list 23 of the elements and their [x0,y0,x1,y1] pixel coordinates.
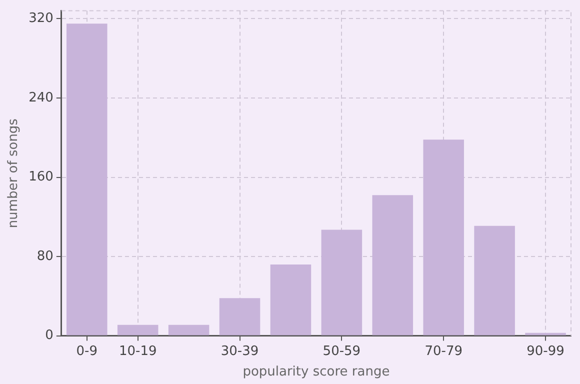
y-tick-label: 320 [28,11,54,26]
bar [372,195,414,336]
y-tick-label: 240 [28,90,54,106]
y-tick-label: 160 [28,170,54,185]
y-axis-title: number of songs [6,118,22,228]
x-tick-label: 90-99 [526,344,564,359]
bar [423,140,464,336]
bar [117,324,158,336]
y-tick-label: 80 [36,248,54,264]
bar [66,24,108,336]
x-tick-label: 10-19 [118,344,157,359]
x-axis-title: popularity score range [242,364,390,380]
x-tick-label: 0-9 [76,344,98,359]
x-tick-label: 30-39 [220,344,259,359]
bar [321,230,362,336]
x-tick-label: 70-79 [424,344,462,359]
bar [168,324,210,336]
x-tick-label: 50-59 [322,344,361,359]
bar [474,226,515,336]
bar [219,298,260,336]
y-tick-label: 0 [45,328,54,344]
bar [270,264,312,336]
bar [525,332,566,336]
